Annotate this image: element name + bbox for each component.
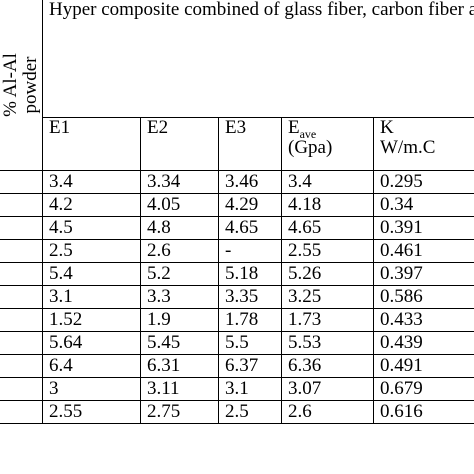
table-cell: 4.2 bbox=[42, 193, 141, 217]
table-cell: 3.11 bbox=[140, 377, 219, 401]
table-row: 3.1 3.3 3.35 3.25 0.586 bbox=[0, 285, 474, 309]
table-cell: 2.55 bbox=[281, 239, 374, 263]
row-side-cell bbox=[0, 285, 43, 309]
header-eave: Eave (Gpa) bbox=[281, 117, 374, 171]
table-row: 2.5 2.6-2.55 0.461 bbox=[0, 239, 474, 263]
row-side-cell bbox=[0, 354, 43, 378]
row-side-cell bbox=[0, 193, 43, 217]
table-cell: 2.6 bbox=[281, 400, 374, 424]
table-row: 6.4 6.31 6.37 6.36 0.491 bbox=[0, 354, 474, 378]
table-cell: 3.34 bbox=[140, 170, 219, 194]
table-cell: 3.25 bbox=[281, 285, 374, 309]
table-cell: 0.491 bbox=[372, 354, 474, 378]
header-e3: E3 bbox=[218, 117, 282, 171]
header-k-main: K bbox=[380, 117, 394, 138]
table-cell: 3.4 bbox=[281, 170, 374, 194]
table-cell: 3.3 bbox=[140, 285, 219, 309]
table-cell: 0.34 bbox=[372, 193, 474, 217]
side-label-line2: powder bbox=[20, 56, 41, 114]
table-cell: 1.52 bbox=[42, 308, 141, 332]
table-cell: 0.439 bbox=[372, 331, 474, 355]
table-cell: 3.1 bbox=[218, 377, 282, 401]
table-cell: 3.1 bbox=[42, 285, 141, 309]
table-row: 4.2 4.05 4.29 4.18 0.34 bbox=[0, 193, 474, 217]
header-eave-main: E bbox=[288, 117, 300, 138]
table-cell: 0.679 bbox=[372, 377, 474, 401]
data-table: % Al-Al powder Hyper composite combined … bbox=[0, 0, 474, 424]
table-cell: 1.78 bbox=[218, 308, 282, 332]
table-cell: 4.18 bbox=[281, 193, 374, 217]
table-cell: 1.73 bbox=[281, 308, 374, 332]
side-label-cell: % Al-Al powder bbox=[0, 0, 43, 171]
table-cell: 0.461 bbox=[372, 239, 474, 263]
table-row: 5.4 5.2 5.18 5.26 0.397 bbox=[0, 262, 474, 286]
table-cell: 5.2 bbox=[140, 262, 219, 286]
table-cell: 0.616 bbox=[372, 400, 474, 424]
header-eave-symbol: Eave bbox=[288, 117, 373, 141]
table-row: 1.52 1.9 1.78 1.73 0.433 bbox=[0, 308, 474, 332]
table-cell: 6.4 bbox=[42, 354, 141, 378]
row-side-cell bbox=[0, 400, 43, 424]
table-cell: 4.05 bbox=[140, 193, 219, 217]
table-cell: 0.295 bbox=[372, 170, 474, 194]
table-cell: 3.07 bbox=[281, 377, 374, 401]
row-side-cell bbox=[0, 331, 43, 355]
table-cell: 6.37 bbox=[218, 354, 282, 378]
table-cell: 5.26 bbox=[281, 262, 374, 286]
table-cell: - bbox=[218, 239, 282, 263]
table-cell: 3.35 bbox=[218, 285, 282, 309]
table-cell: 5.18 bbox=[218, 262, 282, 286]
table-cell: 4.65 bbox=[281, 216, 374, 240]
header-e1: E1 bbox=[42, 117, 141, 171]
table-cell: 4.5 bbox=[42, 216, 141, 240]
table-row: 5.64 5.45 5.5 5.53 0.439 bbox=[0, 331, 474, 355]
table-cell: 2.55 bbox=[42, 400, 141, 424]
table-cell: 5.4 bbox=[42, 262, 141, 286]
row-side-cell bbox=[0, 377, 43, 401]
side-label-line1: % Al-Al bbox=[0, 53, 22, 117]
table-cell: 0.586 bbox=[372, 285, 474, 309]
table-cell: 3 bbox=[42, 377, 141, 401]
table-cell: 5.64 bbox=[42, 331, 141, 355]
table-cell: 2.5 bbox=[218, 400, 282, 424]
row-side-cell bbox=[0, 216, 43, 240]
table-cell: 0.433 bbox=[372, 308, 474, 332]
table-cell: 3.4 bbox=[42, 170, 141, 194]
row-side-cell bbox=[0, 239, 43, 263]
header-e2: E2 bbox=[140, 117, 219, 171]
table-cell: 6.36 bbox=[281, 354, 374, 378]
row-side-cell bbox=[0, 308, 43, 332]
table-row: 4.5 4.8 4.65 4.65 0.391 bbox=[0, 216, 474, 240]
table-cell: 4.29 bbox=[218, 193, 282, 217]
title-row: % Al-Al powder Hyper composite combined … bbox=[0, 0, 474, 171]
header-eave-unit: (Gpa) bbox=[288, 137, 333, 158]
table-title: Hyper composite combined of glass fiber,… bbox=[41, 0, 474, 118]
header-k: K W/m.C bbox=[372, 117, 474, 171]
table-cell: 5.45 bbox=[140, 331, 219, 355]
header-row: E1 E2 E3 Eave (Gpa) K W/m.C bbox=[0, 117, 474, 171]
table-row: 3 3.11 3.1 3.07 0.679 bbox=[0, 377, 474, 401]
table-cell: 2.75 bbox=[140, 400, 219, 424]
table-cell: 5.5 bbox=[218, 331, 282, 355]
side-label: % Al-Al powder bbox=[0, 53, 42, 117]
header-eave-sub: ave bbox=[299, 126, 317, 141]
header-k-unit: W/m.C bbox=[380, 137, 436, 158]
table-cell: 1.9 bbox=[140, 308, 219, 332]
table-row: 2.55 2.75 2.5 2.6 0.616 bbox=[0, 400, 474, 424]
table-cell: 6.31 bbox=[140, 354, 219, 378]
table-cell: 3.46 bbox=[218, 170, 282, 194]
row-side-cell bbox=[0, 170, 43, 194]
table-cell: 0.391 bbox=[372, 216, 474, 240]
table-cell: 4.65 bbox=[218, 216, 282, 240]
table-cell: 2.6 bbox=[140, 239, 219, 263]
table-cell: 4.8 bbox=[140, 216, 219, 240]
table-cell: 0.397 bbox=[372, 262, 474, 286]
table-cell: 2.5 bbox=[42, 239, 141, 263]
table-cell: 5.53 bbox=[281, 331, 374, 355]
table-body: % Al-Al powder Hyper composite combined … bbox=[0, 0, 474, 424]
table-row: 3.4 3.34 3.46 3.4 0.295 bbox=[0, 170, 474, 194]
row-side-cell bbox=[0, 262, 43, 286]
